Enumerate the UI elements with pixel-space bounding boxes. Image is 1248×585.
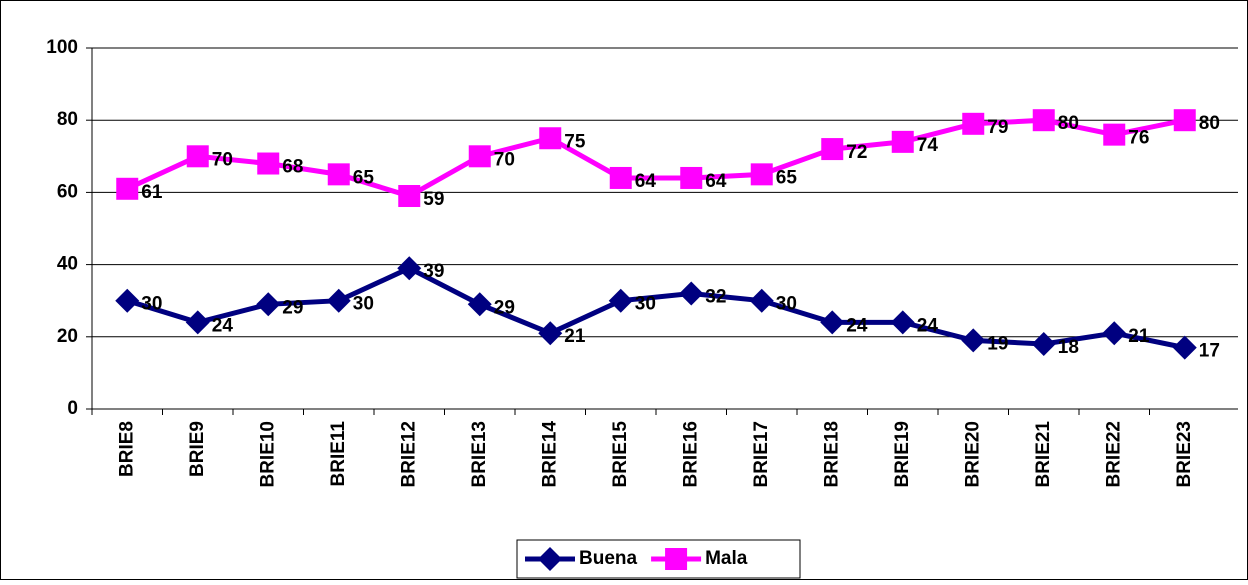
data-label: 17 <box>1199 341 1220 362</box>
marker <box>185 310 210 335</box>
data-label: 68 <box>282 157 303 178</box>
data-label: 79 <box>987 117 1008 138</box>
x-tick-label: BRIE10 <box>257 421 278 488</box>
x-tick-label: BRIE15 <box>610 421 631 488</box>
marker <box>609 166 632 189</box>
data-label: 80 <box>1199 113 1220 134</box>
marker <box>397 256 422 281</box>
data-label: 19 <box>987 333 1008 354</box>
data-label: 39 <box>423 261 444 282</box>
marker <box>398 185 421 208</box>
marker <box>186 145 209 168</box>
series-line <box>126 117 1186 199</box>
marker <box>749 288 774 313</box>
marker <box>608 288 633 313</box>
data-label: 21 <box>564 326 586 347</box>
marker <box>467 292 492 317</box>
x-tick-label: BRIE14 <box>539 421 560 488</box>
data-label: 70 <box>494 149 515 170</box>
marker <box>665 548 688 570</box>
x-tick-label: BRIE12 <box>398 421 419 488</box>
marker <box>680 166 703 189</box>
data-label: 24 <box>917 315 939 336</box>
marker <box>116 177 139 200</box>
data-label: 70 <box>212 149 233 170</box>
data-label: 24 <box>846 315 868 336</box>
data-label: 61 <box>141 182 163 203</box>
marker <box>891 130 914 153</box>
data-label: 65 <box>353 167 375 188</box>
data-label: 65 <box>776 167 798 188</box>
data-label: 30 <box>635 294 656 315</box>
marker <box>679 281 704 306</box>
x-tick-label: BRIE20 <box>962 421 983 488</box>
data-label: 30 <box>353 294 374 315</box>
data-label: 32 <box>705 286 726 307</box>
x-tick-label: BRIE22 <box>1103 421 1124 488</box>
x-tick-label: BRIE21 <box>1033 421 1054 488</box>
marker <box>256 292 281 317</box>
marker <box>1032 109 1055 132</box>
marker <box>821 138 844 161</box>
y-tick-label: 100 <box>46 37 78 58</box>
x-tick-label: BRIE23 <box>1174 421 1195 488</box>
data-label: 75 <box>564 131 586 152</box>
y-tick-label: 40 <box>57 254 78 275</box>
marker <box>890 310 915 335</box>
marker <box>1172 335 1197 360</box>
data-label: 30 <box>141 294 162 315</box>
y-tick-label: 0 <box>67 398 78 419</box>
marker <box>750 163 773 186</box>
series-line <box>126 265 1186 351</box>
marker <box>538 547 562 571</box>
data-label: 59 <box>423 189 444 210</box>
marker <box>539 127 562 150</box>
x-tick-label: BRIE13 <box>469 421 490 488</box>
x-tick-label: BRIE18 <box>821 421 842 488</box>
marker <box>962 112 985 135</box>
legend-label: Buena <box>579 548 638 569</box>
data-label: 72 <box>846 142 867 163</box>
marker <box>326 288 351 313</box>
data-label: 64 <box>635 171 657 192</box>
data-label: 74 <box>917 135 939 156</box>
x-tick-label: BRIE16 <box>680 421 701 488</box>
data-label: 30 <box>776 294 797 315</box>
data-label: 21 <box>1128 326 1150 347</box>
x-tick-label: BRIE17 <box>751 421 772 488</box>
marker <box>820 310 845 335</box>
y-tick-label: 80 <box>57 109 78 130</box>
marker <box>1102 321 1127 346</box>
x-tick-label: BRIE19 <box>892 421 913 488</box>
data-label: 64 <box>705 171 727 192</box>
data-label: 18 <box>1058 337 1079 358</box>
marker <box>1173 109 1196 132</box>
marker <box>257 152 280 175</box>
data-label: 80 <box>1058 113 1079 134</box>
data-label: 24 <box>212 315 234 336</box>
marker <box>115 288 140 313</box>
y-tick-label: 20 <box>57 326 78 347</box>
marker <box>468 145 491 168</box>
data-label: 76 <box>1128 128 1149 149</box>
marker <box>327 163 350 186</box>
marker <box>961 328 986 353</box>
marker <box>538 321 563 346</box>
x-tick-label: BRIE11 <box>328 421 349 487</box>
y-tick-label: 60 <box>57 181 78 202</box>
marker <box>1031 332 1056 357</box>
x-tick-label: BRIE9 <box>187 421 208 477</box>
x-tick-label: BRIE8 <box>116 421 137 477</box>
data-label: 29 <box>494 297 515 318</box>
marker <box>1103 123 1126 146</box>
data-label: 29 <box>282 297 303 318</box>
legend-label: Mala <box>705 548 748 569</box>
